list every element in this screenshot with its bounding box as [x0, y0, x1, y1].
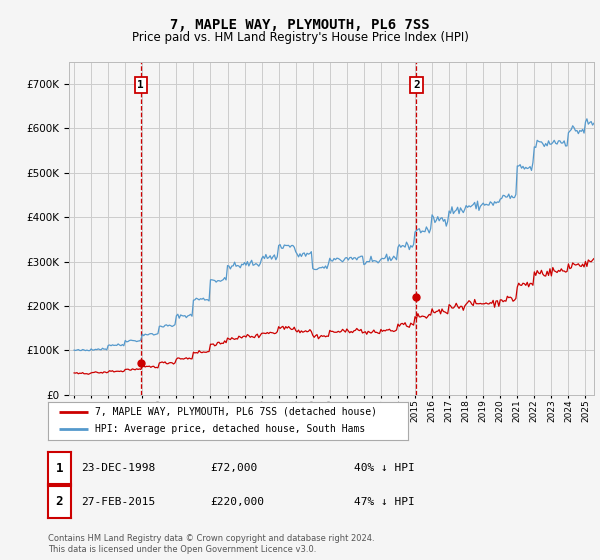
Text: 40% ↓ HPI: 40% ↓ HPI — [354, 463, 415, 473]
Text: Contains HM Land Registry data © Crown copyright and database right 2024.: Contains HM Land Registry data © Crown c… — [48, 534, 374, 543]
Text: 2: 2 — [413, 80, 420, 90]
Text: 1: 1 — [137, 80, 144, 90]
Text: 7, MAPLE WAY, PLYMOUTH, PL6 7SS: 7, MAPLE WAY, PLYMOUTH, PL6 7SS — [170, 18, 430, 32]
Text: 2: 2 — [56, 495, 63, 508]
Text: 7, MAPLE WAY, PLYMOUTH, PL6 7SS (detached house): 7, MAPLE WAY, PLYMOUTH, PL6 7SS (detache… — [95, 407, 377, 417]
Text: Price paid vs. HM Land Registry's House Price Index (HPI): Price paid vs. HM Land Registry's House … — [131, 31, 469, 44]
Text: £220,000: £220,000 — [210, 497, 264, 507]
Text: 27-FEB-2015: 27-FEB-2015 — [81, 497, 155, 507]
Text: This data is licensed under the Open Government Licence v3.0.: This data is licensed under the Open Gov… — [48, 545, 316, 554]
Text: 47% ↓ HPI: 47% ↓ HPI — [354, 497, 415, 507]
Text: £72,000: £72,000 — [210, 463, 257, 473]
Text: 23-DEC-1998: 23-DEC-1998 — [81, 463, 155, 473]
Text: HPI: Average price, detached house, South Hams: HPI: Average price, detached house, Sout… — [95, 424, 365, 435]
Text: 1: 1 — [56, 461, 63, 475]
